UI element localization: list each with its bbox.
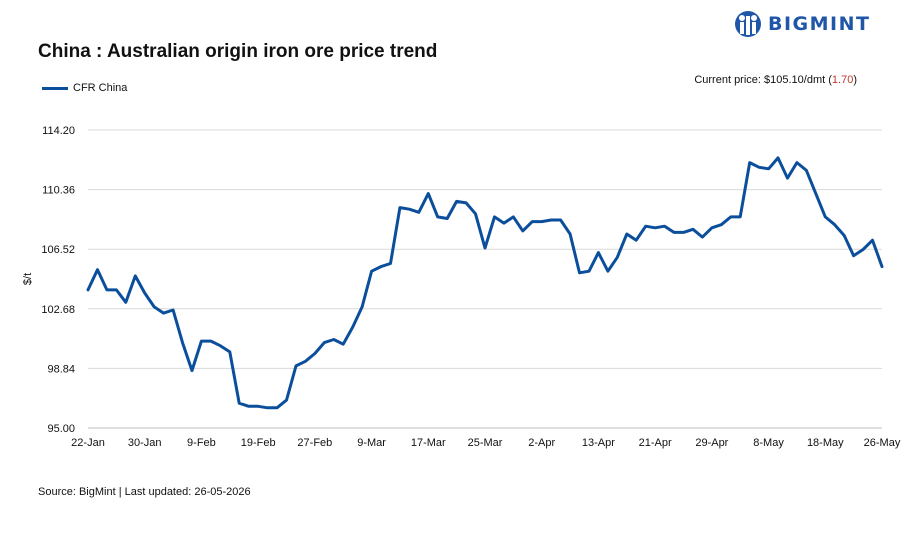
- y-tick-label: 95.00: [47, 423, 75, 435]
- x-axis-ticks: 22-Jan 30-Jan 9-Feb 19-Feb 27-Feb 9-Mar 17-Mar…: [71, 437, 901, 449]
- x-tick-label: 30-Jan: [128, 437, 162, 449]
- x-tick-label: 18-May: [807, 437, 844, 449]
- x-tick-label: 25-Mar: [468, 437, 503, 449]
- y-tick-label: 110.36: [42, 185, 75, 197]
- x-tick-label: 29-Apr: [695, 437, 728, 449]
- current-price-close: ): [853, 74, 857, 86]
- chart-legend: CFR China: [42, 82, 127, 94]
- x-tick-label: 26-May: [864, 437, 901, 449]
- x-tick-label: 8-May: [753, 437, 784, 449]
- x-tick-label: 27-Feb: [297, 437, 332, 449]
- current-price-label: Current price: $105.10/dmt (: [694, 74, 832, 86]
- x-tick-label: 21-Apr: [639, 437, 672, 449]
- grid-lines: [88, 129, 882, 429]
- series-line-cfr-china: [86, 156, 884, 410]
- brand-name: BIGMINT: [768, 13, 871, 35]
- chart-title: China : Australian origin iron ore price…: [38, 41, 438, 62]
- y-axis-label: $/t: [22, 273, 34, 285]
- y-axis-ticks: 114.20 110.36 106.52 102.68 98.84 95.00: [41, 125, 75, 435]
- source-note: Source: BigMint | Last updated: 26-05-20…: [38, 486, 251, 498]
- x-tick-label: 9-Mar: [357, 437, 386, 449]
- y-tick-label: 102.68: [41, 304, 75, 316]
- legend-swatch: [42, 86, 68, 90]
- x-tick-label: 17-Mar: [411, 437, 446, 449]
- x-tick-label: 22-Jan: [71, 437, 105, 449]
- x-tick-label: 2-Apr: [528, 437, 555, 449]
- y-tick-label: 114.20: [42, 125, 75, 137]
- legend-label: CFR China: [73, 82, 128, 94]
- current-price-change: 1.70: [831, 74, 854, 86]
- brand-logo: BIGMINT: [733, 8, 871, 40]
- x-tick-label: 13-Apr: [582, 437, 615, 449]
- bigmint-logo-icon: [735, 11, 761, 37]
- current-price: Current price: $105.10/dmt (1.70): [694, 74, 857, 86]
- x-tick-label: 19-Feb: [241, 437, 276, 449]
- series-group: [86, 156, 884, 410]
- x-tick-label: 9-Feb: [187, 437, 216, 449]
- y-tick-label: 98.84: [47, 363, 75, 375]
- y-tick-label: 106.52: [41, 244, 75, 256]
